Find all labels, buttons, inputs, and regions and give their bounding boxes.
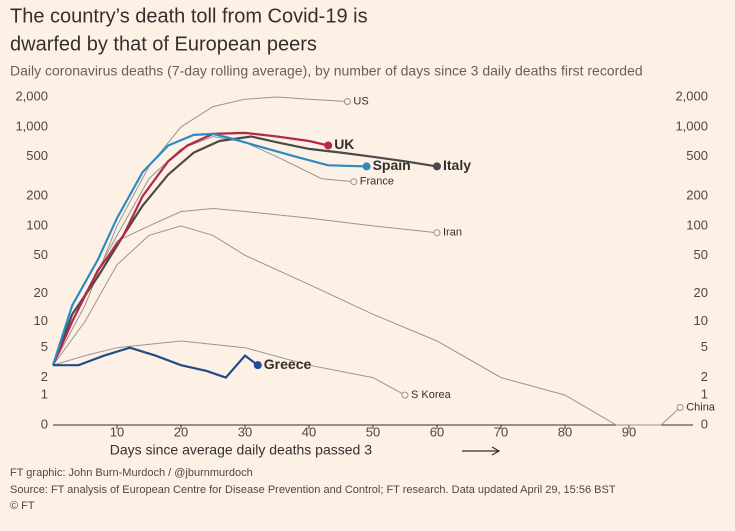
- y-tick-label: 200: [686, 188, 708, 203]
- y-tick-label: 0: [41, 416, 48, 431]
- footer: © FT: [10, 500, 35, 512]
- end-point: [253, 361, 262, 370]
- series-line: [52, 225, 681, 426]
- chart-title: dwarfed by that of European peers: [10, 33, 317, 55]
- series-line: [51, 131, 329, 366]
- series-line: [51, 132, 367, 366]
- x-tick-label: 30: [238, 424, 252, 439]
- y-tick-label: 500: [26, 148, 48, 163]
- x-tick-label: 60: [430, 424, 444, 439]
- series-label: China: [686, 401, 716, 413]
- y-tick-label: 2,000: [675, 88, 708, 103]
- series-label: S Korea: [411, 389, 452, 401]
- y-tick-label: 100: [26, 217, 48, 232]
- y-tick-label: 200: [26, 188, 48, 203]
- y-tick-label: 10: [34, 313, 48, 328]
- series-label: UK: [334, 136, 354, 152]
- y-tick-label: 1,000: [15, 118, 48, 133]
- series-label: France: [360, 176, 394, 188]
- x-axis-label: Days since average daily deaths passed 3: [110, 442, 372, 458]
- footer: Source: FT analysis of European Centre f…: [10, 484, 616, 496]
- y-tick-label: 20: [694, 285, 708, 300]
- y-tick-label: 1,000: [675, 118, 708, 133]
- x-tick-label: 70: [494, 424, 508, 439]
- y-tick-label: 1: [41, 387, 48, 402]
- series-label: Spain: [373, 157, 411, 173]
- series-label: Iran: [443, 227, 462, 239]
- arrow-head: [491, 446, 501, 456]
- series-line: [53, 346, 259, 379]
- y-tick-label: 2: [41, 369, 48, 384]
- x-tick-label: 10: [110, 424, 124, 439]
- y-tick-label: 2,000: [15, 88, 48, 103]
- x-tick-label: 20: [174, 424, 188, 439]
- y-tick-label: 1: [701, 387, 708, 402]
- y-tick-label: 100: [686, 217, 708, 232]
- x-tick-label: 90: [622, 424, 636, 439]
- series-line: [52, 340, 406, 396]
- series-label: Greece: [264, 356, 312, 372]
- series-label: US: [353, 95, 368, 107]
- x-tick-label: 40: [302, 424, 316, 439]
- y-tick-label: 500: [686, 148, 708, 163]
- y-tick-label: 50: [694, 247, 708, 262]
- y-tick-label: 50: [34, 247, 48, 262]
- end-point: [343, 98, 351, 106]
- y-tick-label: 10: [694, 313, 708, 328]
- end-point: [324, 141, 333, 150]
- y-tick-label: 2: [701, 369, 708, 384]
- x-tick-label: 80: [558, 424, 572, 439]
- y-tick-label: 0: [701, 416, 708, 431]
- end-point: [676, 404, 684, 412]
- series-line: [51, 135, 438, 366]
- end-point: [401, 391, 409, 399]
- footer: FT graphic: John Burn-Murdoch / @jburnmu…: [10, 467, 253, 479]
- x-tick-label: 50: [366, 424, 380, 439]
- end-point: [362, 162, 371, 171]
- y-tick-label: 5: [701, 339, 708, 354]
- subtitle: Daily coronavirus deaths (7-day rolling …: [10, 63, 643, 79]
- end-point: [433, 229, 441, 237]
- series-label: Italy: [443, 157, 471, 173]
- end-point: [433, 162, 441, 171]
- y-tick-label: 5: [41, 339, 48, 354]
- chart-title: The country’s death toll from Covid-19 i…: [10, 5, 368, 27]
- y-tick-label: 20: [34, 285, 48, 300]
- end-point: [350, 178, 358, 186]
